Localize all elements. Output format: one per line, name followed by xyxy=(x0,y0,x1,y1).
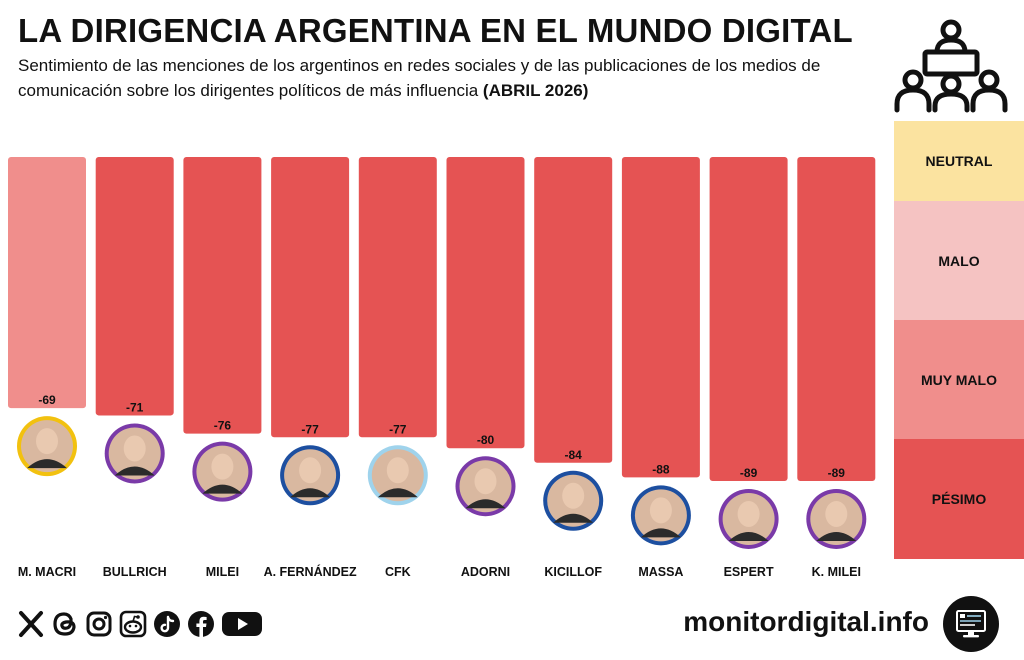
page-title: LA DIRIGENCIA ARGENTINA EN EL MUNDO DIGI… xyxy=(18,12,853,49)
bar-6 xyxy=(534,157,613,463)
legend-band-2: MUY MALO xyxy=(894,320,1024,439)
reddit-icon[interactable] xyxy=(118,609,148,639)
website-label[interactable]: monitordigital.info xyxy=(683,606,929,637)
avatar-1 xyxy=(104,423,165,484)
category-label-9: K. MILEI xyxy=(812,565,861,579)
threads-icon[interactable] xyxy=(50,609,80,639)
avatar-6 xyxy=(543,470,604,531)
value-label-0: -69 xyxy=(38,393,56,407)
legend-band-1: MALO xyxy=(894,201,1024,320)
category-label-4: CFK xyxy=(385,565,411,579)
facebook-icon[interactable] xyxy=(186,609,216,639)
category-label-6: KICILLOF xyxy=(544,565,602,579)
value-label-8: -89 xyxy=(740,466,758,480)
value-label-1: -71 xyxy=(126,400,144,414)
youtube-icon[interactable] xyxy=(220,609,264,639)
value-label-2: -76 xyxy=(214,419,232,433)
avatar-3 xyxy=(280,445,341,506)
sentiment-legend: NEUTRAL MALO MUY MALO PÉSIMO xyxy=(894,121,1024,559)
value-label-7: -88 xyxy=(652,462,670,476)
tiktok-icon[interactable] xyxy=(152,609,182,639)
instagram-icon[interactable] xyxy=(84,609,114,639)
x-icon[interactable] xyxy=(16,609,46,639)
value-label-6: -84 xyxy=(565,448,583,462)
avatar-7 xyxy=(630,485,691,546)
subtitle-period: (ABRIL 2026) xyxy=(482,81,589,100)
bar-9 xyxy=(797,157,876,481)
monitor-computer-icon xyxy=(943,596,999,652)
value-label-5: -80 xyxy=(477,433,495,447)
avatar-2 xyxy=(192,441,253,502)
avatar-8 xyxy=(718,488,779,549)
avatar-5 xyxy=(455,456,516,517)
avatar-4 xyxy=(367,445,428,506)
category-label-2: MILEI xyxy=(206,565,239,579)
bar-1 xyxy=(95,157,174,416)
value-label-3: -77 xyxy=(301,422,319,436)
bar-3 xyxy=(271,157,350,438)
audience-speaker-icon xyxy=(894,19,1008,113)
bar-8 xyxy=(709,157,788,481)
subtitle-main: Sentimiento de las menciones de los arge… xyxy=(18,56,821,100)
legend-band-3: PÉSIMO xyxy=(894,439,1024,559)
value-label-9: -89 xyxy=(828,466,846,480)
category-label-1: BULLRICH xyxy=(103,565,167,579)
bar-4 xyxy=(358,157,437,438)
bar-7 xyxy=(621,157,700,478)
legend-band-0: NEUTRAL xyxy=(894,121,1024,201)
subtitle: Sentimiento de las menciones de los arge… xyxy=(18,53,888,103)
social-icons xyxy=(16,607,264,641)
sentiment-bar-chart: -69 M. MACRI -71 BULLRICH -76 MILEI -77 A. FERN… xyxy=(8,157,876,579)
bar-5 xyxy=(446,157,525,449)
category-label-5: ADORNI xyxy=(461,565,510,579)
category-label-8: ESPERT xyxy=(724,565,774,579)
avatar-0 xyxy=(17,416,77,477)
avatar-9 xyxy=(806,488,867,549)
category-label-0: M. MACRI xyxy=(18,565,76,579)
category-label-3: A. FERNÁNDEZ xyxy=(264,564,357,579)
bar-2 xyxy=(183,157,262,434)
category-label-7: MASSA xyxy=(638,565,683,579)
bar-0 xyxy=(8,157,86,409)
value-label-4: -77 xyxy=(389,422,407,436)
